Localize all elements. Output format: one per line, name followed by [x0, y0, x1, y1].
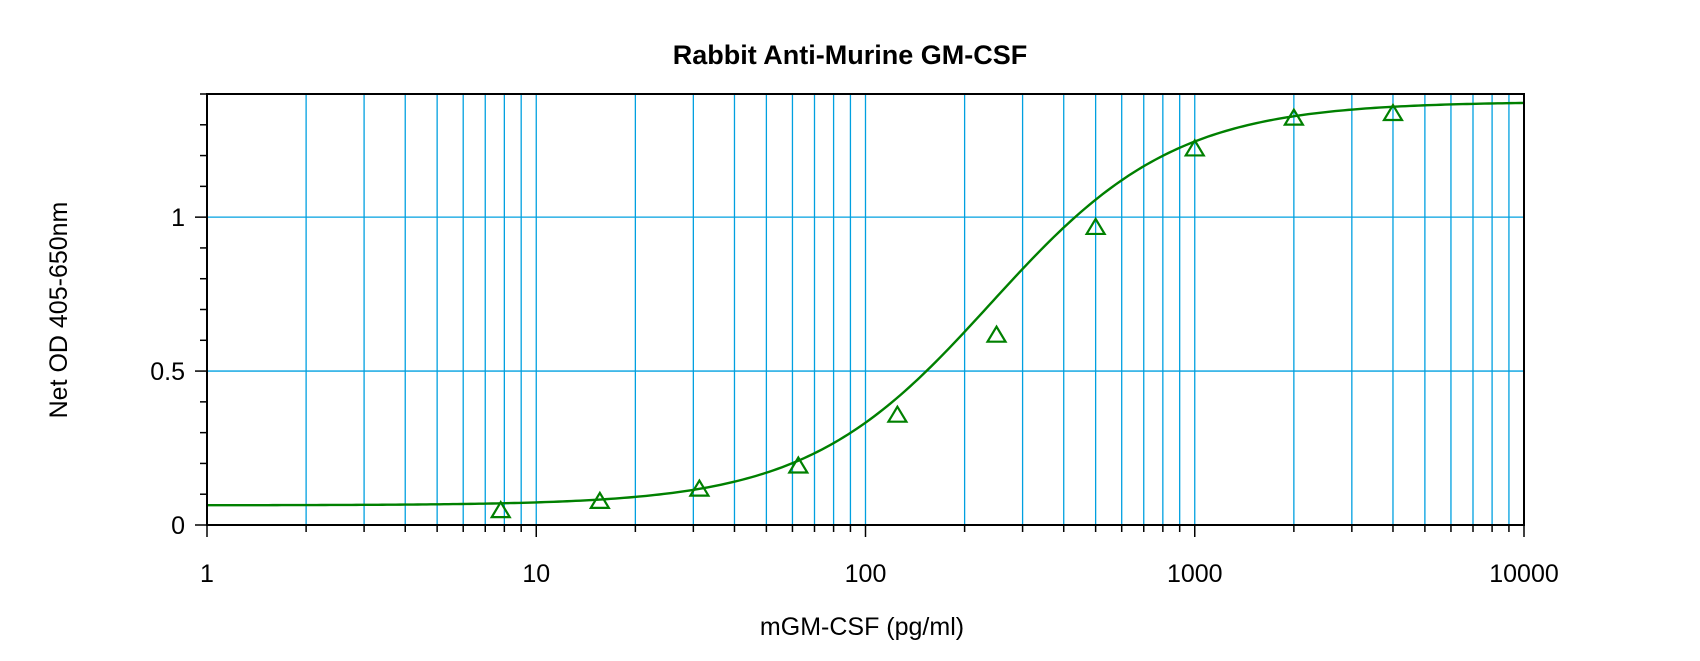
grid: [207, 94, 1524, 525]
y-tick-label: 0.5: [150, 358, 185, 386]
x-tick-label: 100: [845, 560, 887, 588]
data-points: [489, 102, 1404, 519]
data-point: [985, 324, 1008, 343]
y-axis-label: Net OD 405-650nm: [45, 202, 73, 419]
data-point: [1183, 138, 1206, 157]
x-axis: 1 10 100 1000 10000: [200, 525, 1559, 588]
y-tick-label: 1: [171, 204, 185, 232]
x-axis-label: mGM-CSF (pg/ml): [760, 613, 964, 641]
data-point: [1382, 102, 1404, 122]
data-point: [1084, 216, 1107, 236]
data-point: [1282, 107, 1305, 126]
y-tick-label: 0: [171, 512, 185, 540]
data-point: [588, 490, 611, 510]
data-point: [489, 500, 512, 519]
fit-curve-layer: [207, 101, 1525, 507]
fit-curve: [207, 101, 1525, 507]
x-tick-label: 1000: [1167, 560, 1223, 588]
chart-title: Rabbit Anti-Murine GM-CSF: [673, 40, 1027, 70]
data-point: [688, 478, 711, 497]
x-tick-label: 10000: [1489, 560, 1559, 588]
data-point: [787, 455, 810, 474]
y-axis: 00.51: [150, 93, 207, 540]
x-tick-label: 1: [200, 560, 214, 588]
x-tick-label: 10: [522, 560, 550, 588]
data-point: [886, 404, 909, 423]
